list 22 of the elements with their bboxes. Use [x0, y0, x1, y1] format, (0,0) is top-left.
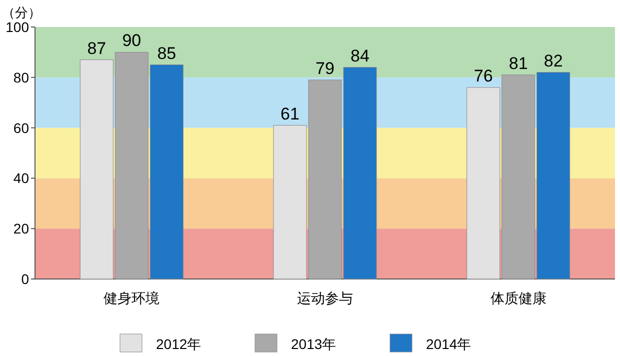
- data-label: 61: [280, 104, 300, 124]
- data-label: 84: [350, 46, 370, 66]
- y-tick-label: 60: [13, 120, 30, 136]
- y-tick-label: 80: [13, 69, 30, 86]
- y-axis-title: （分）: [2, 5, 41, 20]
- y-tick-label: 40: [13, 170, 30, 186]
- legend-label: 2014年: [426, 336, 472, 352]
- data-label: 90: [122, 31, 142, 50]
- legend-label: 2012年: [156, 336, 202, 352]
- legend-label: 2013年: [291, 336, 336, 352]
- x-tick-label: 体质健康: [490, 290, 546, 306]
- x-tick-label: 健身环境: [104, 290, 160, 306]
- y-tick-label: 100: [6, 19, 30, 35]
- y-tick-label: 0: [21, 271, 30, 287]
- data-label: 81: [508, 54, 528, 73]
- data-label: 85: [157, 44, 176, 63]
- data-label: 82: [544, 51, 563, 70]
- y-tick-label: 20: [13, 220, 30, 237]
- x-tick-label: 运动参与: [297, 290, 353, 306]
- data-label: 87: [87, 38, 106, 58]
- data-label: 76: [474, 66, 493, 86]
- data-label: 79: [316, 58, 334, 78]
